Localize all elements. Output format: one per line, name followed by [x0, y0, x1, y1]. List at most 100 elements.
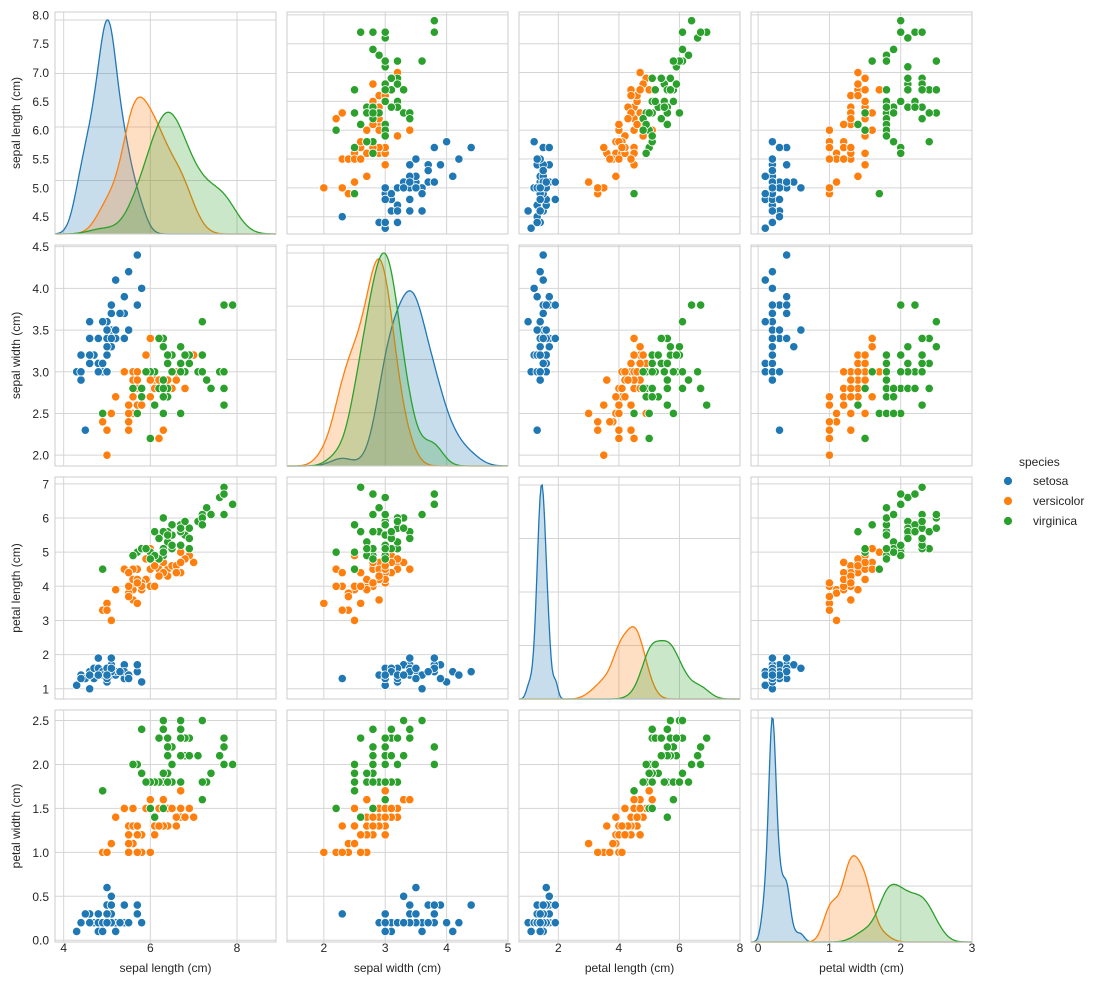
point-versicolor [150, 830, 160, 840]
point-virginica [665, 715, 675, 726]
panel-border [286, 244, 509, 467]
point-versicolor [102, 847, 112, 857]
point-versicolor [831, 615, 842, 626]
point-virginica [206, 383, 216, 394]
point-setosa [767, 300, 777, 310]
point-versicolor [145, 375, 155, 385]
point-versicolor [860, 375, 870, 385]
point-virginica [176, 342, 186, 352]
point-versicolor [319, 598, 329, 608]
point-setosa [767, 165, 777, 176]
point-virginica [917, 516, 927, 527]
point-versicolor [635, 67, 645, 78]
point-virginica [141, 544, 151, 554]
point-versicolor [337, 183, 347, 193]
panel-pl-vs-pw [750, 476, 973, 700]
point-virginica [696, 300, 706, 310]
point-setosa [411, 882, 421, 893]
point-virginica [154, 333, 164, 344]
point-versicolor [584, 177, 594, 187]
point-versicolor [839, 557, 849, 567]
point-setosa [529, 137, 539, 147]
kde-fill-versicolor [519, 626, 740, 699]
y-tick-label: 6.5 [32, 95, 49, 109]
point-virginica [197, 350, 207, 360]
y-tick-label: 4.5 [32, 210, 49, 224]
point-virginica [158, 408, 168, 419]
point-versicolor [319, 183, 329, 193]
point-setosa [411, 909, 421, 919]
point-virginica [903, 73, 913, 83]
point-versicolor [824, 417, 835, 427]
point-setosa [76, 673, 86, 684]
point-versicolor [124, 568, 134, 578]
point-setosa [417, 206, 427, 216]
point-virginica [219, 367, 229, 377]
point-setosa [760, 171, 770, 181]
point-setosa [782, 177, 792, 187]
point-versicolor [171, 812, 181, 822]
point-setosa [767, 283, 777, 293]
panel-border [750, 11, 973, 235]
point-virginica [917, 400, 927, 410]
point-setosa [782, 250, 792, 260]
point-virginica [132, 408, 142, 419]
point-versicolor [824, 154, 835, 164]
point-versicolor [611, 392, 621, 402]
point-virginica [644, 433, 654, 444]
point-setosa [760, 317, 770, 327]
point-virginica [647, 358, 657, 369]
point-versicolor [611, 171, 621, 181]
point-virginica [380, 492, 390, 503]
point-virginica [674, 777, 685, 787]
y-tick-label: 7 [42, 477, 49, 491]
point-versicolor [617, 847, 627, 857]
point-virginica [98, 408, 108, 419]
point-virginica [429, 16, 439, 26]
point-virginica [163, 530, 173, 540]
point-virginica [380, 733, 390, 743]
point-versicolor [824, 142, 835, 153]
point-virginica [150, 400, 160, 410]
legend-label-virginica: virginica [1033, 514, 1077, 528]
point-virginica [683, 777, 694, 787]
point-setosa [535, 183, 545, 193]
point-setosa [98, 358, 108, 369]
point-setosa [774, 142, 785, 153]
point-versicolor [599, 142, 609, 153]
point-virginica [349, 768, 360, 778]
point-setosa [132, 250, 142, 260]
point-versicolor [839, 119, 849, 130]
point-setosa [429, 909, 439, 919]
point-virginica [696, 383, 706, 394]
point-setosa [85, 670, 95, 680]
point-versicolor [362, 125, 372, 135]
kde-fill-setosa [287, 290, 508, 466]
point-setosa [93, 367, 103, 377]
point-setosa [106, 900, 116, 910]
point-virginica [163, 777, 173, 787]
point-setosa [535, 206, 545, 216]
point-setosa [760, 189, 770, 199]
point-virginica [405, 724, 415, 734]
point-versicolor [145, 795, 155, 805]
y-tick-label: 7.0 [32, 66, 49, 80]
x-tick-label: 8 [737, 941, 744, 955]
point-virginica [380, 520, 390, 530]
panel-pl-vs-sw [286, 476, 509, 700]
y-tick-label: 5.0 [32, 181, 49, 195]
point-virginica [180, 350, 190, 360]
point-virginica [197, 715, 207, 726]
point-virginica [202, 503, 212, 513]
point-virginica [356, 482, 366, 492]
point-virginica [158, 724, 168, 734]
x-tick-label: 3 [969, 941, 976, 955]
point-setosa [541, 177, 551, 187]
point-virginica [368, 777, 378, 787]
point-virginica [693, 751, 703, 761]
point-virginica [647, 803, 657, 814]
point-virginica [853, 527, 863, 537]
point-virginica [917, 367, 927, 377]
x-tick-label: 5 [505, 941, 512, 955]
point-setosa [550, 918, 560, 928]
